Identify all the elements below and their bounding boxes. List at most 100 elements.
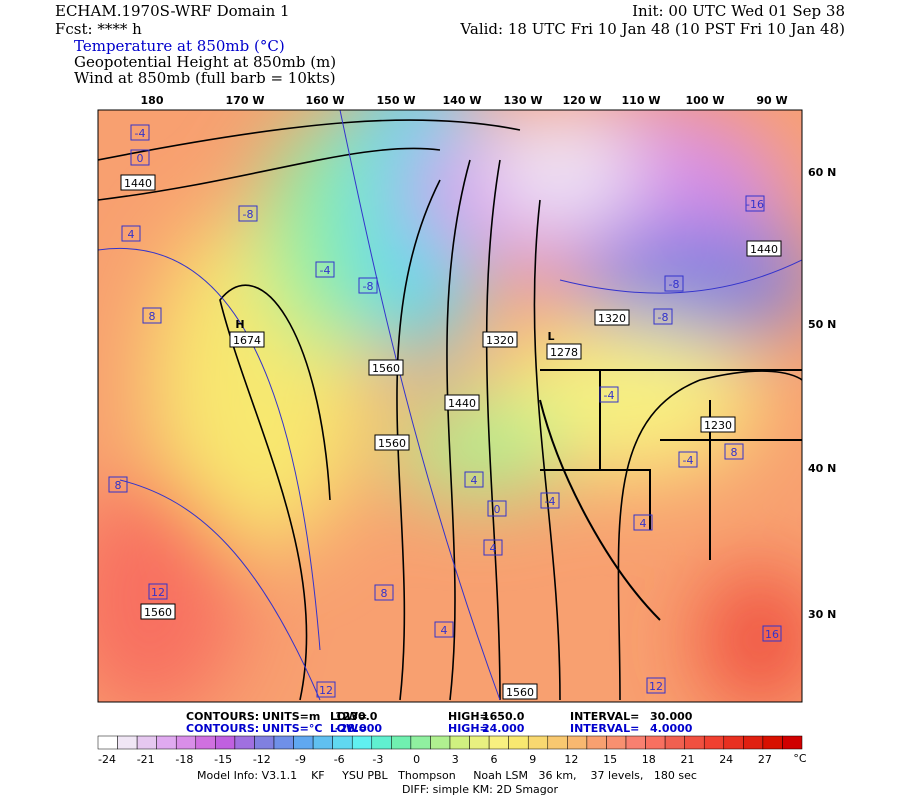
temp-label-box [121,225,141,242]
temp-label: -4 [604,389,615,402]
height-label-box [229,331,265,348]
temp-label-box [108,476,128,493]
height-label: 1560 [506,686,534,699]
temp-label: 12 [319,684,333,697]
temp-label: 8 [149,310,156,323]
colorbar-cell [527,735,549,750]
temp-label-box [724,443,744,460]
colorbar-cell [273,735,294,750]
temp-label-box [646,677,666,694]
colorbar-cell [567,735,588,750]
temp-label: -4 [683,454,694,467]
init-time: Init: 00 UTC Wed 01 Sep 38 [632,2,845,20]
temp-label: -8 [363,280,374,293]
colorbar-cell [136,735,157,750]
height-label-box [700,416,736,433]
colorbar-tick-label: -6 [334,753,345,766]
contour-info: 4.0000 [650,722,693,735]
height-label-box [482,331,518,348]
footer-line: DIFF: simple KM: 2D Smagor [402,783,559,796]
temp-label-box [374,584,394,601]
colorbar-cell [469,735,490,750]
temp-label-box [358,277,378,294]
temp-label: -4 [320,264,331,277]
colorbar-cell [684,735,705,750]
temp-label: 4 [128,228,135,241]
colorbar-cell [743,735,764,750]
longitude-label: 170 W [226,94,265,107]
temp-label-box [316,681,336,698]
colorbar-tick-label: 27 [758,753,772,766]
height-label: 1440 [124,177,152,190]
contour-info: LOW= [330,710,367,723]
temp-label: 8 [381,587,388,600]
height-label: 1320 [598,312,626,325]
contour-info: CONTOURS: [186,722,259,735]
contour-info: HIGH= [448,722,489,735]
height-label: 1560 [144,606,172,619]
colorbar-cell [410,735,431,750]
height-label-box [444,394,480,411]
height-label: 1320 [486,334,514,347]
colorbar-tick-label: -12 [253,753,271,766]
temp-label: 4 [471,474,478,487]
temp-label: -16 [746,198,764,211]
height-label: 1560 [372,362,400,375]
colorbar-tick-label: 6 [491,753,498,766]
temp-label: 4 [490,542,497,555]
height-label-box [140,603,176,620]
colorbar-cell [391,735,412,750]
colorbar-cell [782,735,803,750]
colorbar-cell [156,735,177,750]
colorbar-tick-label: 9 [529,753,536,766]
temp-label-box [599,386,619,403]
contour-info: 30.000 [650,710,693,723]
field-label: Geopotential Height at 850mb (m) [74,53,336,71]
colorbar-cell [97,735,118,750]
contour-info: 24.000 [482,722,525,735]
temp-label-box [148,583,168,600]
temp-label-box [633,514,653,531]
height-label-box [374,434,410,451]
height-label-box [368,359,404,376]
colorbar-tick-label: -3 [372,753,383,766]
colorbar-cell [664,735,685,750]
colorbar-tick-label: 18 [642,753,656,766]
temp-label: 8 [731,446,738,459]
latitude-label: 60 N [808,166,836,179]
colorbar-tick-label: 12 [564,753,578,766]
colorbar-cell [332,735,353,750]
height-label-box [546,343,582,360]
colorbar-cell [195,735,216,750]
title: ECHAM.1970S-WRF Domain 1 [55,2,290,20]
height-label: 1440 [750,243,778,256]
height-label: 1230 [704,419,732,432]
field-label: Wind at 850mb (full barb = 10kts) [74,69,336,87]
temp-label: -4 [135,127,146,140]
longitude-label: 180 [141,94,164,107]
temp-label: -8 [243,208,254,221]
height-label: 1674 [233,334,261,347]
height-label-box [120,174,156,191]
height-label: 1440 [448,397,476,410]
temp-label: 8 [115,479,122,492]
contour-info: CONTOURS: [186,710,259,723]
footer-line: Model Info: V3.1.1 KF YSU PBL Thompson N… [197,769,697,782]
latitude-label: 30 N [808,608,836,621]
longitude-label: 90 W [756,94,787,107]
temp-label-box [315,261,335,278]
colorbar-tick-label: 0 [413,753,420,766]
colorbar-cell [645,735,666,750]
colorbar-cell [312,735,333,750]
temp-label: -4 [545,495,556,508]
height-label-box [502,683,538,700]
field-label: Temperature at 850mb (°C) [74,37,285,55]
temp-label: 12 [649,680,663,693]
colorbar-cell [117,735,138,750]
colorbar-cell [762,735,783,750]
colorbar-cell [254,735,275,750]
contour-info: INTERVAL= [570,722,639,735]
colorbar-tick-label: -21 [137,753,155,766]
longitude-label: 130 W [504,94,543,107]
temp-label-box [483,539,503,556]
